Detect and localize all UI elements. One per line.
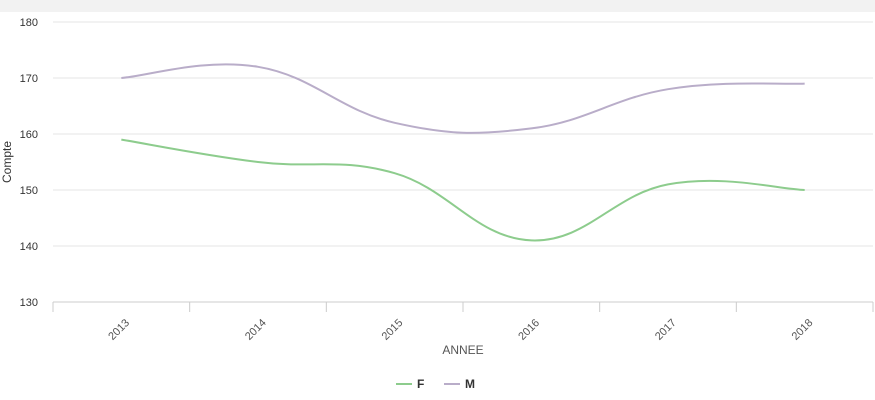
series-line-F: [121, 138, 805, 242]
top-bar: [0, 0, 875, 12]
data-point-M-2018[interactable]: [802, 81, 807, 86]
y-tick-label: 160: [20, 129, 38, 141]
series-line-M: [121, 63, 805, 134]
legend-item-M[interactable]: M: [444, 377, 475, 391]
y-axis-title: Compte: [0, 141, 14, 183]
y-tick-label: 180: [20, 17, 38, 29]
series-lines: [119, 63, 807, 243]
data-point-M-2013[interactable]: [119, 76, 124, 81]
y-tick-label: 150: [20, 185, 38, 197]
legend-item-F[interactable]: F: [396, 377, 424, 391]
x-tick-label: 2013: [106, 317, 132, 343]
data-point-F-2015[interactable]: [392, 171, 397, 176]
data-point-M-2017[interactable]: [666, 87, 671, 92]
y-tick-label: 170: [20, 73, 38, 85]
x-tick-label: 2014: [243, 317, 269, 343]
y-axis-ticks: 130 140 150 160 170 180: [20, 17, 38, 309]
x-tick-label: 2016: [516, 317, 542, 343]
x-axis: 2013 2014 2015 2016 2017 2018: [52, 301, 874, 343]
x-tick-label: 2018: [790, 317, 816, 343]
x-axis-title: ANNEE: [442, 343, 483, 357]
legend-label: M: [465, 377, 475, 391]
data-point-M-2015[interactable]: [392, 120, 397, 125]
y-tick-label: 140: [20, 241, 38, 253]
gridlines: [53, 21, 873, 247]
data-point-F-2014[interactable]: [256, 160, 261, 165]
x-tick-label: 2015: [380, 317, 406, 343]
data-point-F-2017[interactable]: [666, 182, 671, 187]
data-point-F-2013[interactable]: [119, 137, 124, 142]
data-point-F-2016[interactable]: [529, 238, 534, 243]
data-point-M-2016[interactable]: [529, 126, 534, 131]
data-point-F-2018[interactable]: [802, 188, 807, 193]
legend-label: F: [417, 377, 424, 391]
x-tick-label: 2017: [653, 317, 679, 343]
y-tick-label: 130: [20, 297, 38, 309]
data-point-M-2014[interactable]: [256, 64, 261, 69]
